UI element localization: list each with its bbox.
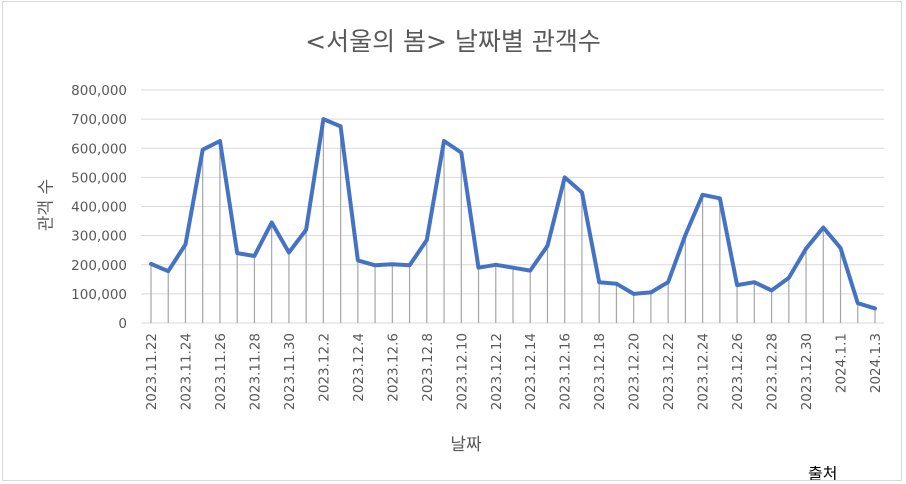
source-label: 출처 (808, 466, 838, 480)
y-tick-label: 500,000 (71, 170, 127, 186)
x-tick-label: 2023.12.2 (316, 333, 332, 402)
x-tick-label: 2024.1.1 (834, 333, 850, 393)
x-tick-label: 2023.11.24 (179, 333, 195, 410)
x-tick-label: 2023.12.22 (661, 333, 677, 410)
chart-title: <서울의 봄> 날짜별 관객수 (305, 27, 601, 56)
x-tick-label: 2023.11.28 (247, 333, 263, 410)
x-tick-label: 2023.12.4 (351, 333, 367, 402)
x-tick-label: 2024.1.3 (868, 333, 884, 393)
x-tick-label: 2023.12.14 (523, 333, 539, 410)
y-tick-label: 300,000 (71, 229, 127, 245)
x-tick-label: 2023.12.10 (454, 333, 470, 410)
x-tick-label: 2023.12.6 (385, 333, 401, 402)
y-tick-label: 400,000 (71, 200, 127, 216)
x-tick-label: 2023.11.22 (144, 333, 160, 410)
x-tick-label: 2023.12.8 (420, 333, 436, 402)
y-tick-label: 100,000 (71, 287, 127, 303)
y-tick-label: 0 (118, 316, 127, 332)
y-tick-label: 700,000 (71, 112, 127, 128)
x-tick-label: 2023.12.24 (696, 333, 712, 410)
x-axis-label: 날짜 (450, 435, 482, 455)
series-line (149, 117, 877, 311)
x-tick-label: 2023.12.12 (489, 333, 505, 410)
y-axis-label: 관객 수 (36, 178, 57, 232)
x-tick-label: 2023.12.26 (730, 333, 746, 410)
y-tick-label: 600,000 (71, 141, 127, 157)
x-tick-label: 2023.12.20 (627, 333, 643, 410)
x-tick-label: 2023.12.16 (558, 333, 574, 410)
x-tick-label: 2023.11.30 (282, 333, 298, 410)
x-tick-label: 2023.12.30 (799, 333, 815, 410)
y-tick-label: 800,000 (71, 83, 127, 99)
x-tick-label: 2023.12.18 (592, 333, 608, 410)
x-tick-label: 2023.12.28 (765, 333, 781, 410)
x-tick-label: 2023.11.26 (213, 333, 229, 410)
y-tick-label: 200,000 (71, 258, 127, 274)
